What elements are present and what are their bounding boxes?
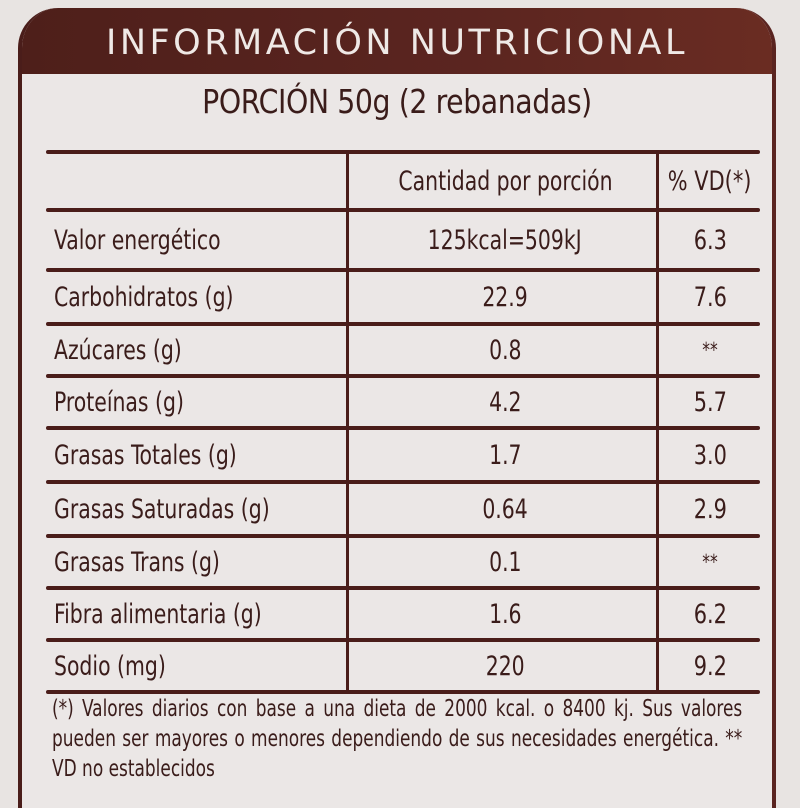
nutrient-name: Valor energético — [54, 224, 221, 256]
nutrient-name: Azúcares (g) — [54, 334, 182, 366]
table-divider — [46, 208, 760, 212]
table-row: Proteínas (g) 4.2 5.7 — [46, 378, 760, 426]
table-divider — [46, 480, 760, 484]
nutrient-amount: 0.64 — [482, 493, 528, 525]
nutrient-amount: 1.7 — [488, 439, 522, 471]
nutrient-name: Proteínas (g) — [54, 386, 184, 418]
nutrient-dv: 9.2 — [693, 650, 727, 682]
nutrient-name: Grasas Trans (g) — [54, 546, 220, 578]
nutrient-name: Carbohidratos (g) — [54, 281, 234, 313]
table-row: Sodio (mg) 220 9.2 — [46, 642, 760, 690]
header-amount: Cantidad por porción — [397, 165, 613, 197]
table-row: Carbohidratos (g) 22.9 7.6 — [46, 272, 760, 322]
nutrient-amount: 4.2 — [488, 386, 522, 418]
nutrient-dv: 2.9 — [693, 493, 727, 525]
title-bar: INFORMACIÓN NUTRICIONAL — [22, 8, 772, 74]
table-row: Grasas Totales (g) 1.7 3.0 — [46, 430, 760, 480]
nutrient-amount: 0.1 — [488, 546, 522, 578]
table-divider — [46, 426, 760, 430]
nutrient-name: Grasas Totales (g) — [54, 439, 237, 471]
table-row: Fibra alimentaria (g) 1.6 6.2 — [46, 590, 760, 638]
nutrient-dv: 6.2 — [693, 598, 727, 630]
header-dv: % VD(*) — [668, 165, 752, 197]
column-divider — [656, 150, 659, 694]
footnote-text: (*) Valores diarios con base a una dieta… — [52, 696, 743, 782]
table-divider — [46, 268, 760, 272]
portion-size: PORCIÓN 50g (2 rebanadas) — [202, 82, 592, 121]
table-divider — [46, 638, 760, 642]
footnote: (*) Valores diarios con base a una dieta… — [52, 694, 742, 784]
nutrient-name: Fibra alimentaria (g) — [54, 598, 262, 630]
nutrition-label: INFORMACIÓN NUTRICIONAL PORCIÓN 50g (2 r… — [18, 8, 776, 808]
table-divider — [46, 586, 760, 590]
table-divider — [46, 534, 760, 538]
column-divider — [346, 150, 349, 694]
table-row: Grasas Trans (g) 0.1 ** — [46, 538, 760, 586]
table-divider — [46, 374, 760, 378]
nutrient-dv: 6.3 — [693, 224, 727, 256]
table-divider — [46, 150, 760, 154]
table-row: Grasas Saturadas (g) 0.64 2.9 — [46, 484, 760, 534]
table-row: Azúcares (g) 0.8 ** — [46, 326, 760, 374]
label-title: INFORMACIÓN NUTRICIONAL — [106, 23, 688, 63]
nutrient-amount: 22.9 — [482, 281, 528, 313]
table-header-row: Cantidad por porción % VD(*) — [46, 154, 760, 208]
nutrient-amount: 0.8 — [488, 334, 522, 366]
nutrient-amount: 1.6 — [488, 598, 522, 630]
nutrient-name: Sodio (mg) — [54, 650, 166, 682]
nutrient-dv: 7.6 — [693, 281, 727, 313]
nutrient-amount: 125kcal=509kJ — [427, 224, 583, 256]
nutrient-dv: 5.7 — [693, 386, 727, 418]
nutrient-dv: ** — [702, 338, 718, 362]
nutrient-amount: 220 — [485, 650, 525, 682]
nutrient-dv: 3.0 — [693, 439, 727, 471]
nutrient-dv: ** — [702, 550, 718, 574]
table-divider — [46, 322, 760, 326]
nutrient-name: Grasas Saturadas (g) — [54, 493, 270, 525]
table-row: Valor energético 125kcal=509kJ 6.3 — [46, 212, 760, 268]
table-divider — [46, 690, 760, 694]
